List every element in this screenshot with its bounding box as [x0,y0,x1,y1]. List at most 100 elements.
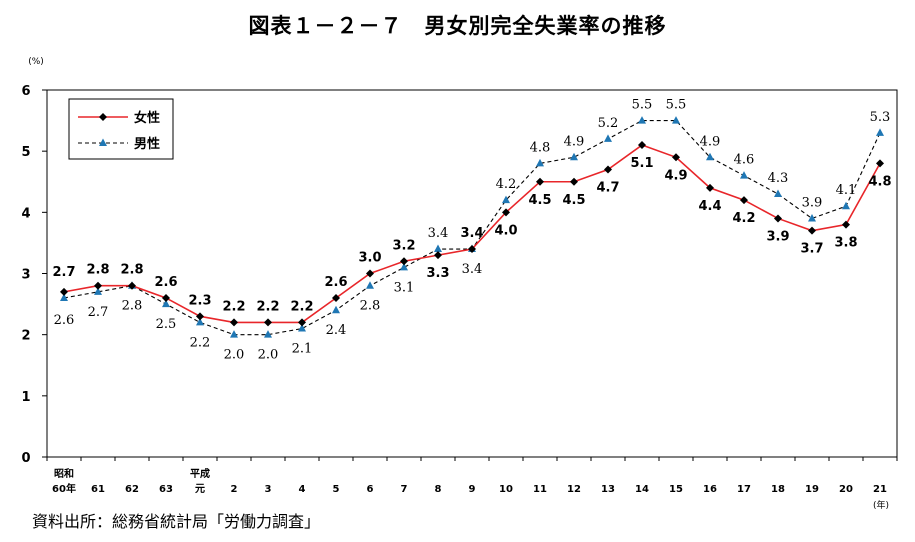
data-point-female [94,281,102,290]
y-tick-label: 1 [21,390,30,405]
data-point-male [604,134,612,142]
data-point-male [230,330,238,338]
data-label-male: 3.9 [802,195,823,210]
legend-label-male: 男性 [134,136,160,152]
x-tick-label: 62 [125,484,139,495]
data-point-male [196,317,204,326]
data-point-male [94,287,102,295]
data-point-female [230,318,238,327]
data-point-female [468,245,476,254]
y-tick-label: 2 [21,329,30,344]
data-point-male [876,128,884,136]
x-tick-label: 3 [265,484,272,495]
chart-title: 図表１－２－７ 男女別完全失業率の推移 [248,14,667,38]
data-point-male [672,116,680,124]
data-label-female: 2.6 [154,275,177,290]
x-tick-label: 平成 [190,467,210,480]
data-label-female: 3.7 [800,242,823,257]
data-point-female [536,177,544,186]
data-point-female [298,318,306,327]
data-label-female: 4.2 [732,211,755,226]
data-label-male: 2.0 [258,348,279,363]
series-markers [60,116,884,338]
data-point-female [128,281,136,290]
data-point-male [264,330,272,338]
data-label-female: 2.8 [120,263,143,278]
data-point-male [536,158,544,167]
data-point-female [60,287,68,296]
data-point-male [774,189,782,197]
y-unit-label: (%) [28,57,44,67]
data-point-female [570,177,578,186]
data-label-male: 5.3 [870,110,891,125]
data-label-female: 2.3 [188,293,211,308]
data-label-male: 3.4 [428,226,449,241]
data-label-male: 2.7 [88,305,109,320]
data-label-female: 3.4 [460,226,483,241]
x-tick-label: 元 [195,483,205,495]
legend-label-female: 女性 [134,110,160,126]
data-point-male [570,152,578,161]
data-label-male: 2.8 [122,299,143,314]
x-unit-label: (年) [873,499,889,511]
x-tick-label: 昭和 [54,467,74,480]
data-point-male [808,213,816,222]
x-tick-label: 18 [771,484,785,495]
data-label-female: 3.3 [426,266,449,281]
x-tick-label: 11 [533,484,547,495]
data-point-male [400,262,408,271]
data-label-female: 3.9 [766,229,789,244]
x-tick-label: 8 [435,484,442,495]
data-label-male: 5.2 [598,116,619,131]
data-point-male [842,201,850,210]
data-point-female [366,269,374,278]
data-label-male: 3.4 [462,262,483,277]
x-tick-label: 19 [805,484,819,495]
data-label-male: 2.6 [54,313,75,328]
data-point-female [774,214,782,223]
legend-marker-male [99,138,107,146]
x-tick-label: 13 [601,484,615,495]
data-point-male [366,281,374,289]
x-tick-label: 4 [299,484,306,495]
x-tick-label: 14 [635,484,649,495]
data-point-female [672,153,680,162]
x-tick-label: 10 [499,484,513,495]
data-point-male [434,244,442,253]
x-tick-label: 7 [401,484,408,495]
y-tick-label: 4 [21,206,30,221]
data-point-male [298,324,306,332]
data-label-male: 4.3 [768,171,789,186]
data-label-female: 5.1 [630,156,653,171]
data-point-female [196,312,204,321]
data-point-male [706,152,714,161]
x-tick-label: 17 [737,484,751,495]
y-tick-label: 5 [21,145,30,160]
data-point-female [706,183,714,192]
data-label-female: 4.9 [664,168,687,183]
data-point-female [604,165,612,174]
legend-marker-female [99,113,107,121]
data-point-male [502,195,510,204]
data-point-female [876,159,884,168]
data-point-female [400,257,408,266]
data-label-female: 2.2 [290,299,313,314]
y-tick-label: 3 [21,268,30,283]
source-note: 資料出所：総務省統計局「労働力調査」 [32,512,321,531]
data-label-male: 3.1 [394,280,415,295]
data-point-female [808,226,816,235]
data-label-male: 4.2 [496,177,517,192]
x-tick-label: 12 [567,484,581,495]
legend-box [68,98,174,160]
x-tick-label: 60年 [52,482,76,495]
data-label-male: 2.4 [326,323,347,338]
data-label-male: 5.5 [632,98,653,113]
data-label-male: 2.0 [224,348,245,363]
data-label-male: 4.1 [836,183,857,198]
data-label-male: 4.9 [700,134,721,149]
data-label-male: 2.5 [156,317,177,332]
data-label-female: 4.4 [698,199,721,214]
x-tick-label: 5 [333,484,340,495]
x-tick-label: 2 [231,484,238,495]
